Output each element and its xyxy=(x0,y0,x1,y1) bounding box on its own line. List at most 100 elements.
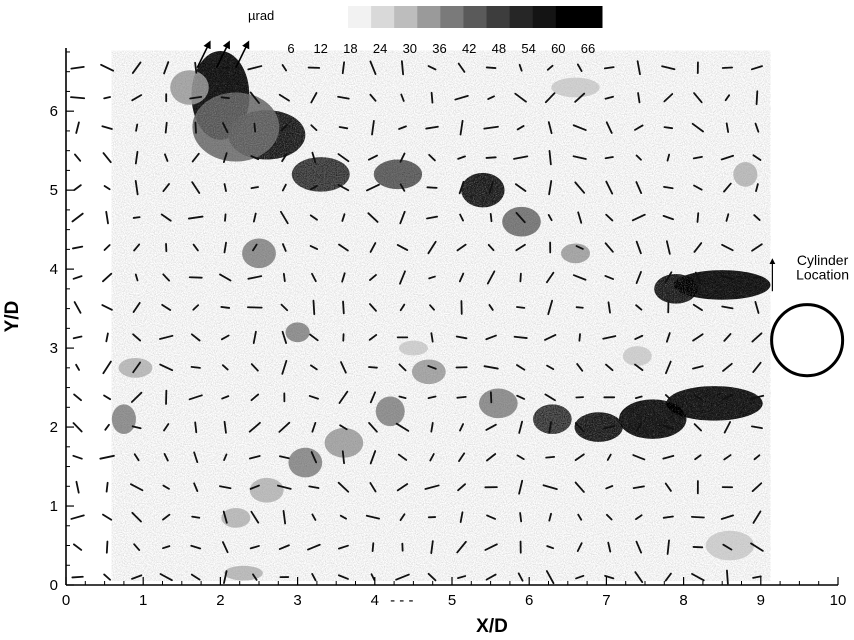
vector-arrow xyxy=(193,482,199,492)
vector-arrow xyxy=(665,240,671,255)
vector-arrow xyxy=(516,454,525,461)
colorbar-title: µrad xyxy=(248,8,274,23)
vector-arrow xyxy=(577,211,583,224)
vector-arrow xyxy=(459,423,465,432)
vector-arrow xyxy=(222,122,229,134)
vector-arrow xyxy=(131,94,143,102)
vector-arrow xyxy=(105,540,109,554)
vector-arrow xyxy=(192,243,199,252)
vector-arrow xyxy=(692,365,704,370)
vector-arrow xyxy=(605,213,614,222)
vector-arrow xyxy=(400,93,405,102)
y-tick-label: 0 xyxy=(50,577,58,594)
vector-arrow xyxy=(309,245,319,250)
vector-arrow xyxy=(223,183,227,192)
vector-arrow xyxy=(194,421,198,434)
vector-arrow xyxy=(663,93,674,103)
vector-arrow xyxy=(750,542,764,552)
vector-arrow xyxy=(281,153,288,163)
vector-arrow xyxy=(483,125,499,130)
vector-arrow xyxy=(339,424,348,431)
vector-arrow xyxy=(575,574,585,580)
vector-arrow xyxy=(280,303,289,312)
vector-arrow xyxy=(162,273,171,282)
vector-arrow xyxy=(194,61,198,74)
vector-arrow xyxy=(516,364,526,371)
colorbar-swatch xyxy=(394,6,418,28)
vector-arrow xyxy=(459,213,464,222)
vector-arrow xyxy=(164,153,169,162)
vector-arrow xyxy=(751,482,763,493)
vector-arrow xyxy=(162,183,170,193)
vector-arrow xyxy=(277,484,292,490)
vector-arrow xyxy=(485,156,497,159)
vector-arrow xyxy=(693,184,703,191)
vector-arrow xyxy=(249,545,260,550)
vector-arrow xyxy=(544,333,557,341)
vector-arrow xyxy=(311,272,317,283)
vector-arrow xyxy=(399,270,406,285)
vector-arrow xyxy=(753,454,761,461)
vector-arrow xyxy=(371,542,375,552)
vector-arrow xyxy=(163,453,169,462)
vector-arrow xyxy=(576,63,583,72)
vector-arrow xyxy=(753,214,761,221)
vector-arrow xyxy=(518,63,523,72)
vector-arrow xyxy=(752,510,762,524)
vector-arrow xyxy=(101,125,113,130)
vector-arrow xyxy=(751,243,763,252)
vector-arrow xyxy=(483,365,499,370)
vector-arrow xyxy=(250,510,260,524)
vector-arrow xyxy=(662,515,674,519)
vector-arrow xyxy=(424,484,440,490)
x-axis: 0 1 2 3 4 5 6 7 8 9 10 xyxy=(62,577,846,609)
vector-arrow xyxy=(693,242,703,253)
vector-arrow xyxy=(311,513,317,521)
vector-arrow xyxy=(75,121,80,134)
vector-arrow xyxy=(694,271,701,284)
cylinder-label-line-1: Cylinder xyxy=(797,252,849,268)
x-tick-label: 5 xyxy=(448,592,456,609)
vector-arrow xyxy=(220,96,230,100)
x-tick-label: 8 xyxy=(679,592,687,609)
vector-arrow xyxy=(486,270,496,285)
vector-arrow xyxy=(337,95,350,100)
vector-arrow xyxy=(281,64,288,72)
vector-arrow xyxy=(576,363,584,372)
vector-arrow xyxy=(485,573,497,581)
vector-arrow xyxy=(310,451,318,464)
vector-arrow xyxy=(517,572,524,582)
intensity-region xyxy=(192,92,280,162)
vector-arrow xyxy=(369,242,377,253)
vector-arrow xyxy=(693,394,703,401)
colorbar-swatches xyxy=(348,6,603,28)
vector-arrow xyxy=(368,303,377,312)
vector-arrow xyxy=(455,335,468,340)
vector-arrow xyxy=(337,184,350,192)
vector-arrow xyxy=(720,154,735,161)
vector-arrow xyxy=(456,395,467,399)
vector-arrow xyxy=(635,270,642,284)
vector-arrow xyxy=(192,304,200,311)
vector-arrow xyxy=(574,181,586,194)
vector-arrow xyxy=(190,333,201,342)
vector-arrow xyxy=(134,273,139,282)
vector-arrow xyxy=(104,423,110,431)
vector-arrow xyxy=(341,450,345,465)
vector-arrow xyxy=(427,395,437,400)
x-axis-title: X/D xyxy=(476,616,508,637)
vector-arrow xyxy=(222,152,228,163)
vector-arrow xyxy=(368,334,378,341)
vector-arrow xyxy=(369,450,377,465)
vector-arrow xyxy=(430,91,434,104)
vector-arrow xyxy=(223,570,228,584)
vector-arrow xyxy=(223,241,227,254)
vector-arrow xyxy=(369,93,377,102)
vector-arrow xyxy=(427,572,437,582)
vector-arrow xyxy=(693,423,703,432)
vector-arrow xyxy=(723,421,732,434)
vector-arrow xyxy=(399,513,406,522)
vector-arrow xyxy=(164,121,168,134)
vector-arrow xyxy=(605,513,613,521)
plot-area xyxy=(70,40,771,585)
